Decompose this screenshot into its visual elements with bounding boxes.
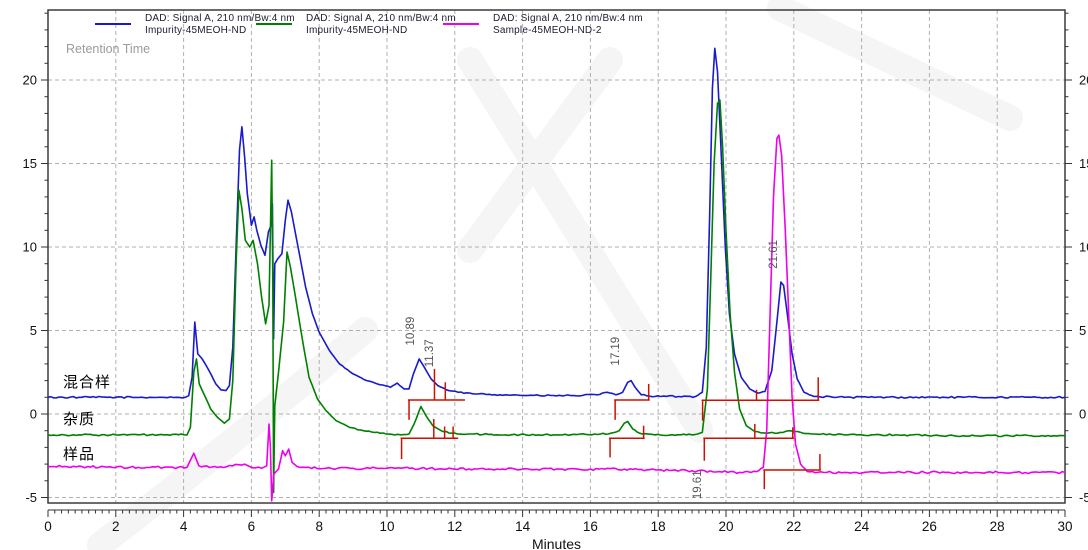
peak-label: 11.37 bbox=[424, 339, 436, 367]
x-tick-label: 26 bbox=[922, 519, 937, 534]
y-tick-label: 10 bbox=[23, 240, 37, 255]
grid bbox=[48, 10, 1065, 503]
plot-frame bbox=[47, 9, 1066, 504]
legend-signal-label: DAD: Signal A, 210 nm/Bw:4 nm bbox=[493, 13, 643, 24]
trace-label-mixed-sample: 混合样 bbox=[63, 374, 112, 391]
peak-label: 17.19 bbox=[610, 337, 622, 366]
legend-text-magenta: DAD: Signal A, 210 nm/Bw:4 nm Sample-45M… bbox=[493, 13, 643, 37]
watermark-stroke bbox=[87, 317, 378, 550]
x-tick-label: 18 bbox=[651, 519, 666, 534]
y-tick-label: 5 bbox=[30, 323, 37, 338]
x-tick-label: 8 bbox=[315, 519, 323, 534]
legend-text-green: DAD: Signal A, 210 nm/Bw:4 nm Impurity-4… bbox=[306, 13, 456, 37]
legend-signal-label: DAD: Signal A, 210 nm/Bw:4 nm bbox=[306, 13, 456, 24]
x-axis-title: Minutes bbox=[532, 536, 581, 550]
y-tick-label-right-clipped: 20 bbox=[1079, 73, 1088, 88]
trace-sample bbox=[47, 134, 1066, 502]
y-tick-label-right-clipped: 0 bbox=[1079, 407, 1086, 422]
legend-signal-label: DAD: Signal A, 210 nm/Bw:4 nm bbox=[145, 13, 295, 24]
y-tick-label-right-clipped: -5 bbox=[1079, 490, 1088, 505]
trace-mixed-sample bbox=[47, 47, 1066, 399]
y-tick-label-right-clipped: 5 bbox=[1079, 323, 1086, 338]
x-tick-label: 16 bbox=[583, 519, 598, 534]
y-axis bbox=[41, 12, 1072, 498]
legend-sample-name: Impurity-45MEOH-ND bbox=[145, 25, 247, 36]
legend: DAD: Signal A, 210 nm/Bw:4 nm Impurity-4… bbox=[0, 0, 1088, 50]
x-tick-label: 20 bbox=[718, 519, 733, 534]
legend-item-magenta: DAD: Signal A, 210 nm/Bw:4 nm Sample-45M… bbox=[443, 13, 643, 37]
y-tick-label-right-clipped: 15 bbox=[1079, 156, 1088, 171]
watermark-stroke bbox=[457, 47, 713, 443]
x-tick-label: 0 bbox=[44, 519, 52, 534]
x-tick-label: 14 bbox=[515, 519, 531, 534]
x-tick-label: 2 bbox=[112, 519, 120, 534]
y-tick-label: 15 bbox=[23, 156, 37, 171]
legend-item-blue: DAD: Signal A, 210 nm/Bw:4 nm Impurity-4… bbox=[95, 13, 295, 37]
peak-label: 21.61 bbox=[768, 240, 780, 269]
legend-swatch-blue-line bbox=[95, 23, 131, 25]
x-tick-label: 12 bbox=[447, 519, 462, 534]
x-tick-label: 22 bbox=[786, 519, 801, 534]
legend-sample-name: Impurity-45MEOH-ND bbox=[306, 25, 408, 36]
x-tick-label: 24 bbox=[854, 519, 870, 534]
x-tick-label: 28 bbox=[990, 519, 1005, 534]
integration-marks bbox=[400, 368, 821, 490]
x-tick-label: 6 bbox=[248, 519, 256, 534]
x-axis bbox=[47, 509, 1066, 517]
x-tick-label: 30 bbox=[1057, 519, 1072, 534]
x-tick-label: 4 bbox=[180, 519, 188, 534]
watermark-stroke bbox=[767, 0, 1023, 131]
peak-label: 19.61 bbox=[692, 470, 704, 499]
legend-text-blue: DAD: Signal A, 210 nm/Bw:4 nm Impurity-4… bbox=[145, 13, 295, 37]
legend-swatch-magenta-line bbox=[443, 23, 479, 25]
y-tick-label: 0 bbox=[30, 407, 37, 422]
y-tick-label: -5 bbox=[25, 490, 37, 505]
legend-sample-name: Sample-45MEOH-ND-2 bbox=[493, 25, 602, 36]
peak-label: 10.89 bbox=[405, 317, 417, 346]
trace-label-impurity: 杂质 bbox=[63, 411, 96, 428]
trace-label-sample: 样品 bbox=[63, 446, 96, 463]
legend-item-green: DAD: Signal A, 210 nm/Bw:4 nm Impurity-4… bbox=[256, 13, 456, 37]
retention-time-label: Retention Time bbox=[66, 42, 151, 56]
y-tick-label-right-clipped: 10 bbox=[1079, 240, 1088, 255]
trace-impurity bbox=[47, 99, 1066, 494]
x-tick-label: 10 bbox=[379, 519, 394, 534]
legend-swatch-green-line bbox=[256, 23, 292, 25]
y-tick-label: 20 bbox=[23, 73, 37, 88]
